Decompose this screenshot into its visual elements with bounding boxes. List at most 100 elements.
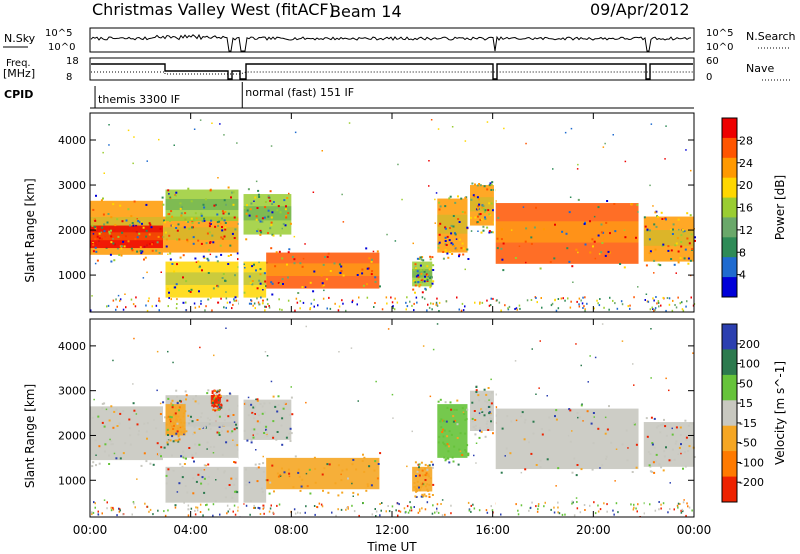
scatter-speckle (312, 290, 315, 293)
scatter-noise (334, 302, 336, 305)
scatter-noise (432, 504, 434, 507)
scatter-speckle (185, 220, 188, 223)
scatter-noise (412, 242, 414, 245)
scatter-speckle (108, 454, 111, 457)
scatter-speckle (480, 218, 483, 221)
scatter-speckle (275, 438, 278, 441)
scatter-speckle (279, 234, 282, 237)
scatter-speckle (320, 274, 323, 277)
scatter-speckle (283, 471, 286, 474)
scatter-speckle (438, 241, 441, 244)
scatter-speckle (167, 415, 170, 418)
scatter-speckle (203, 491, 206, 494)
scatter-speckle (180, 455, 183, 458)
scatter-speckle (140, 221, 143, 224)
scatter-speckle (183, 226, 186, 229)
scatter-speckle (209, 241, 212, 243)
scatter-speckle (186, 491, 189, 494)
scatter-speckle (176, 263, 178, 266)
scatter-noise (647, 300, 650, 303)
scatter-speckle (424, 275, 426, 278)
scatter-speckle (285, 215, 288, 217)
scatter-noise (316, 506, 318, 508)
scatter-speckle (137, 433, 140, 436)
scatter-speckle (171, 215, 174, 218)
scatter-speckle (235, 423, 237, 426)
scatter-noise (421, 507, 423, 510)
scatter-noise (233, 504, 236, 507)
scatter-noise (395, 509, 397, 512)
scatter-noise (113, 452, 116, 455)
scatter-speckle (248, 404, 251, 407)
scatter-speckle (94, 226, 97, 229)
scatter-noise (650, 377, 652, 379)
scatter-noise (362, 502, 364, 504)
scatter-speckle (271, 203, 274, 205)
scatter-noise (304, 243, 306, 245)
scatter-speckle (439, 205, 442, 208)
scatter-noise (612, 509, 614, 512)
scatter-speckle (257, 228, 260, 231)
scatter-speckle (613, 203, 616, 205)
scatter-noise (660, 503, 662, 506)
scatter-speckle (159, 452, 162, 455)
scatter-noise (205, 305, 207, 308)
scatter-speckle (216, 468, 219, 471)
scatter-speckle (482, 229, 485, 232)
time-tick-label: 16:00 (475, 523, 510, 537)
scatter-noise (176, 491, 179, 493)
scatter-noise (652, 205, 654, 207)
scatter-noise (582, 420, 584, 422)
scatter-speckle (274, 405, 277, 408)
scatter-speckle (224, 211, 227, 213)
scatter-speckle (578, 416, 581, 419)
scatter-noise (341, 193, 343, 196)
scatter-speckle (370, 273, 373, 276)
scatter-speckle (416, 480, 419, 483)
scatter-speckle (191, 221, 194, 224)
scatter-speckle (146, 437, 148, 440)
scatter-speckle (165, 238, 168, 241)
scatter-speckle (464, 211, 466, 214)
colorbar-segment (722, 157, 737, 179)
scatter-speckle (145, 460, 148, 463)
scatter-speckle (657, 263, 660, 266)
scatter-speckle (476, 221, 479, 223)
scatter-speckle (422, 259, 425, 262)
scatter-speckle (458, 221, 461, 223)
scatter-speckle (484, 216, 486, 219)
scatter-noise (92, 511, 95, 514)
scatter-speckle (243, 291, 246, 294)
scatter-speckle (376, 250, 379, 253)
scatter-noise (616, 307, 619, 310)
scatter-speckle (262, 462, 265, 465)
scatter-speckle (256, 230, 259, 233)
scatter-speckle (120, 247, 123, 250)
scatter-speckle (176, 439, 179, 442)
scatter-noise (672, 299, 674, 302)
scatter-speckle (625, 429, 628, 432)
scatter-speckle (584, 221, 586, 224)
scatter-speckle (290, 432, 293, 435)
scatter-speckle (341, 491, 344, 494)
scatter-speckle (659, 431, 662, 434)
scatter-speckle (223, 219, 226, 222)
colorbar-segment (722, 237, 737, 258)
scatter-speckle (143, 258, 145, 261)
scatter-speckle (281, 417, 284, 420)
scatter-noise (682, 510, 684, 513)
scatter-noise (260, 296, 262, 299)
scatter-speckle (230, 432, 233, 435)
scatter-speckle (169, 252, 172, 255)
nsky-tick-bottom-left: 10^0 (48, 42, 75, 53)
scatter-speckle (561, 230, 564, 233)
scatter-speckle (257, 466, 260, 469)
scatter-speckle (264, 206, 267, 209)
scatter-noise (537, 508, 539, 511)
scatter-speckle (300, 485, 303, 488)
scatter-speckle (548, 416, 551, 419)
scatter-speckle (379, 285, 381, 288)
scatter-speckle (667, 249, 670, 252)
scatter-speckle (245, 480, 248, 482)
scatter-speckle (214, 398, 217, 401)
